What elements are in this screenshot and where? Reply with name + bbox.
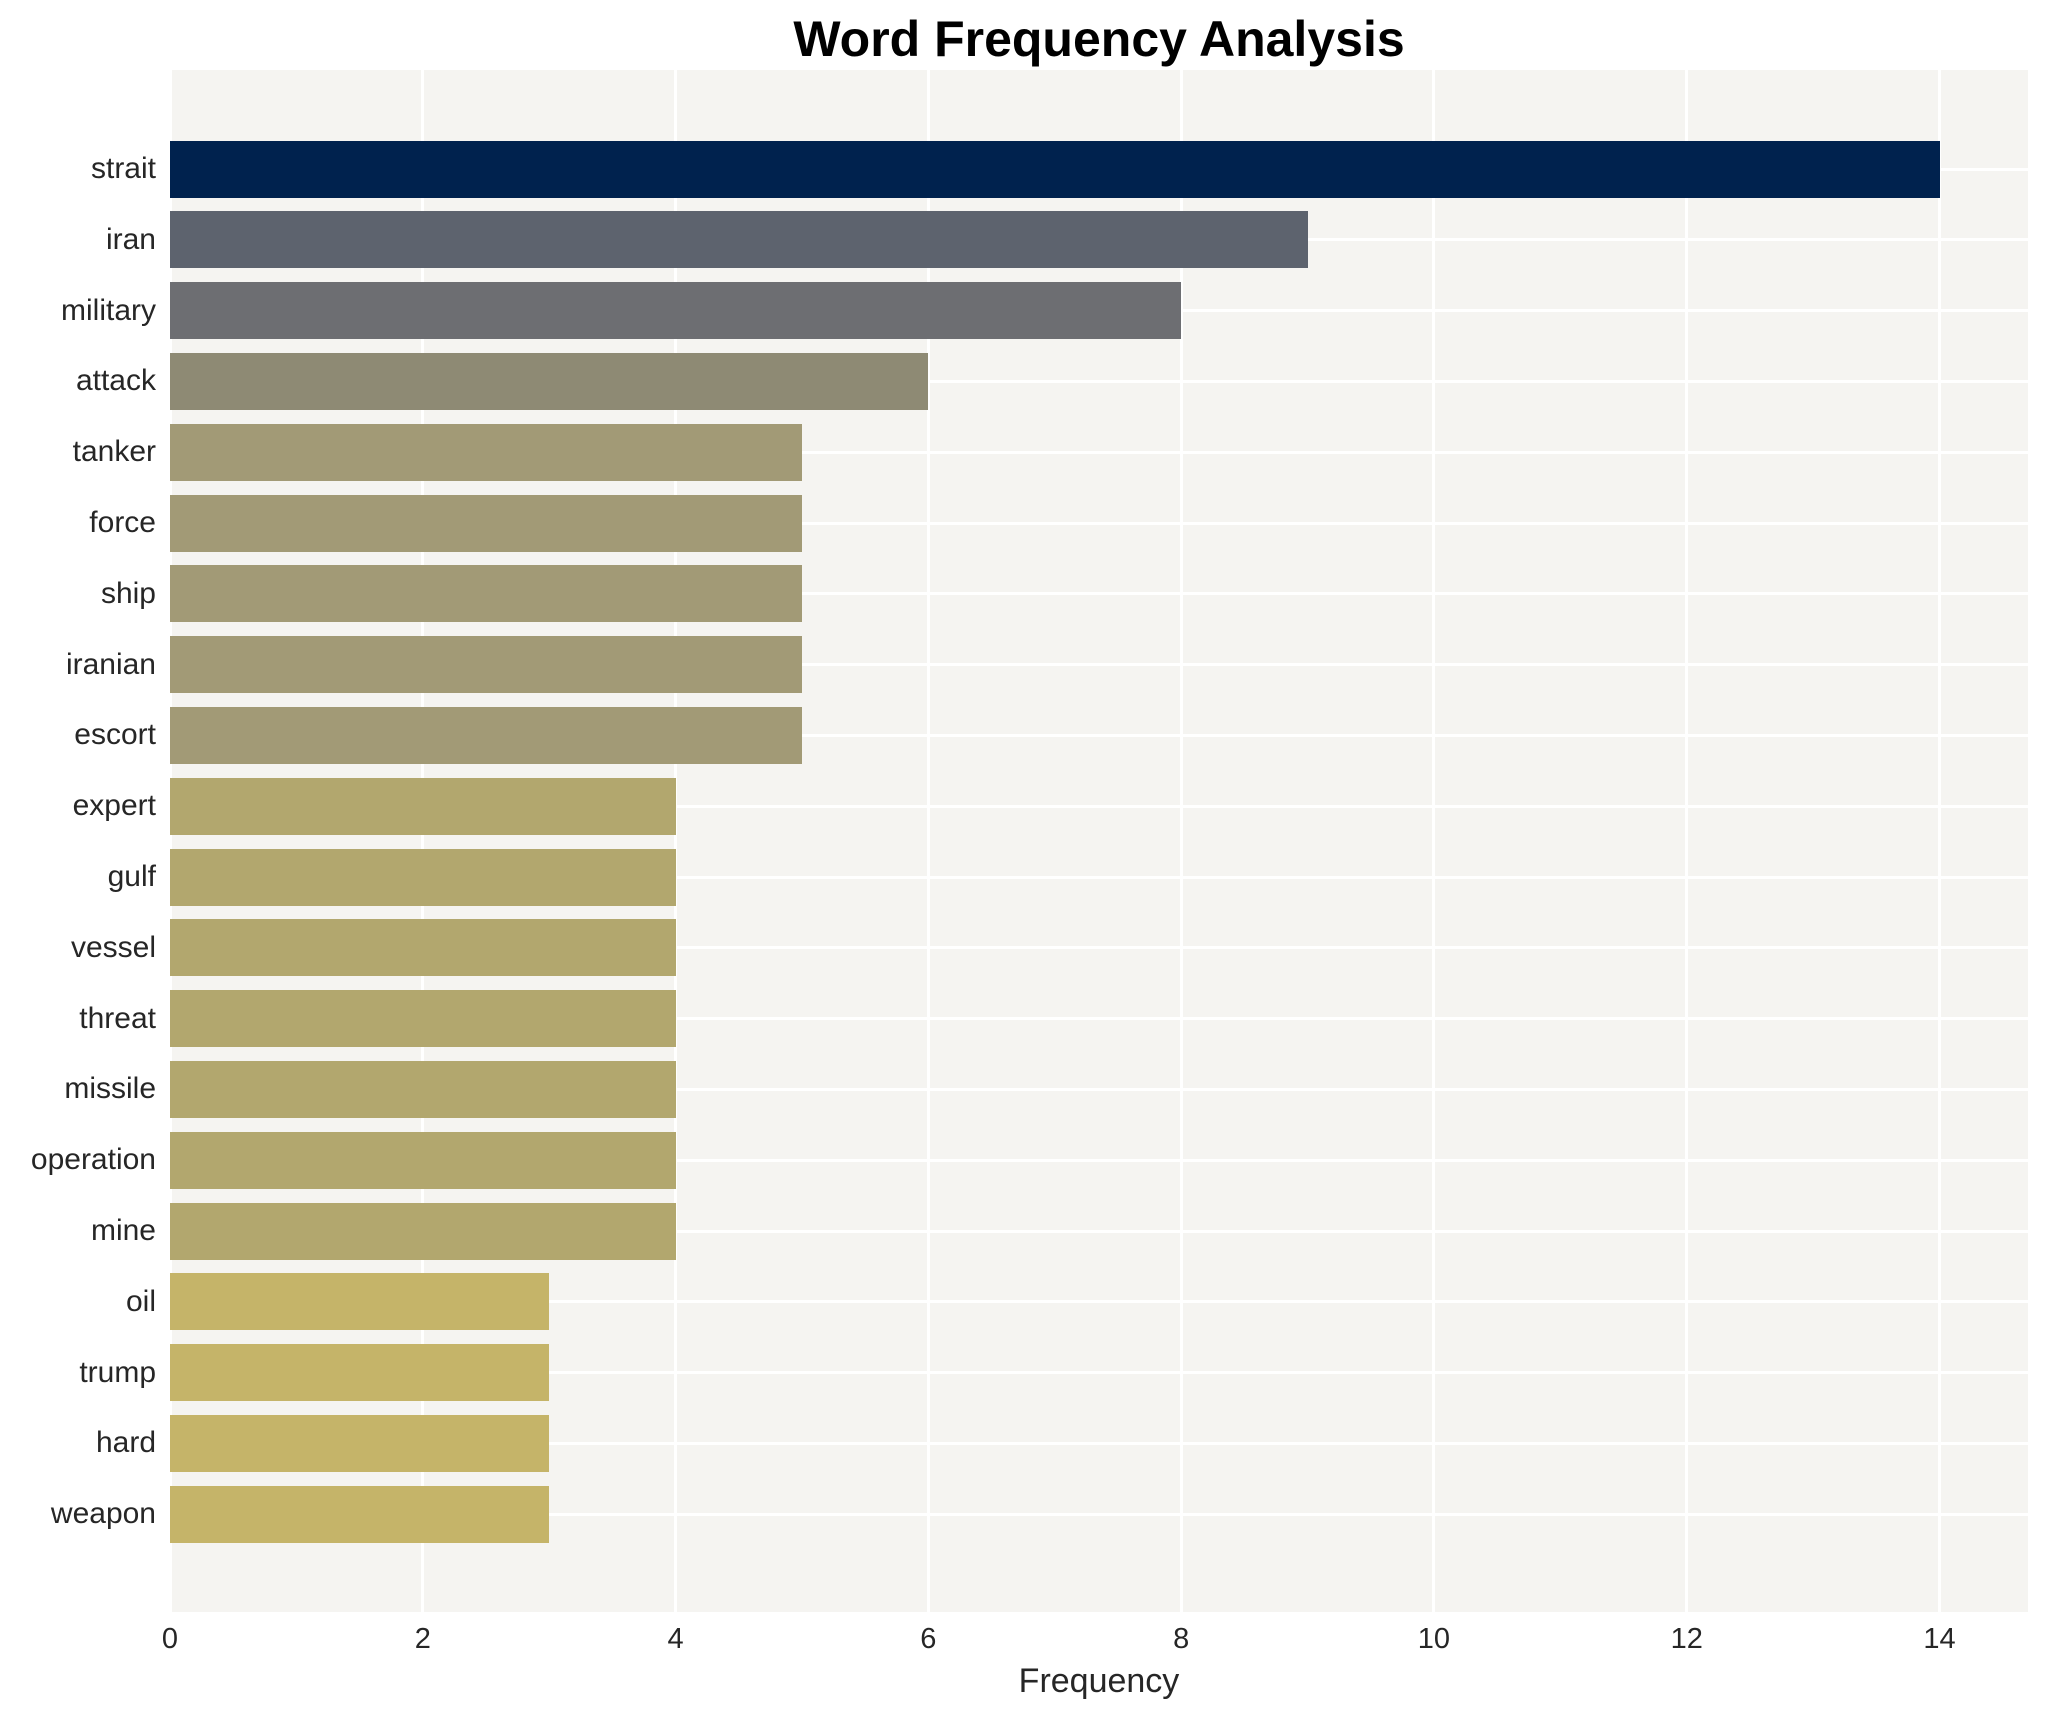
y-gridline: [170, 875, 2028, 879]
bar-attack: [170, 352, 929, 410]
chart-title: Word Frequency Analysis: [793, 11, 1405, 67]
bar-hard: [170, 1414, 550, 1472]
y-gridline: [170, 663, 2028, 667]
y-tick-label-ship: ship: [100, 576, 156, 610]
y-tick-label-escort: escort: [74, 718, 156, 752]
x-tick-label: 4: [667, 1623, 684, 1655]
x-tick-label: 8: [1173, 1623, 1190, 1655]
bar-missile: [170, 1060, 676, 1118]
y-tick-label-trump: trump: [79, 1355, 156, 1389]
x-gridline: [674, 70, 678, 1612]
y-gridline: [170, 379, 2028, 383]
y-tick-label-force: force: [89, 506, 156, 539]
x-tick-label: 0: [161, 1623, 179, 1655]
x-gridline: [926, 70, 930, 1612]
y-gridline: [170, 804, 2028, 808]
y-gridline: [170, 521, 2028, 525]
y-gridline: [170, 946, 2028, 950]
y-tick-label-weapon: weapon: [50, 1497, 156, 1531]
x-tick-label: 12: [1670, 1623, 1703, 1655]
y-gridline: [170, 1158, 2028, 1162]
bar-vessel: [170, 919, 676, 977]
bar-iranian: [170, 636, 802, 694]
bar-iran: [170, 211, 1308, 269]
y-tick-label-mine: mine: [90, 1214, 156, 1247]
bar-operation: [170, 1131, 676, 1189]
y-tick-label-gulf: gulf: [107, 860, 156, 893]
y-gridline: [170, 1371, 2028, 1375]
bar-strait: [170, 140, 1940, 198]
x-tick-label: 14: [1923, 1623, 1956, 1655]
y-tick-label-operation: operation: [30, 1143, 156, 1177]
x-tick-label: 2: [414, 1623, 431, 1655]
bar-weapon: [170, 1485, 550, 1543]
x-tick-label: 10: [1417, 1623, 1451, 1655]
bar-trump: [170, 1344, 550, 1402]
bar-oil: [170, 1273, 550, 1331]
y-gridline: [170, 1300, 2028, 1304]
y-tick-label-expert: expert: [72, 789, 156, 823]
x-tick-label: 6: [920, 1623, 937, 1655]
y-tick-label-attack: attack: [75, 364, 156, 398]
x-gridline: [1179, 70, 1183, 1612]
y-gridline: [170, 592, 2028, 596]
y-gridline: [170, 733, 2028, 737]
x-gridline: [1685, 70, 1689, 1612]
y-tick-label-military: military: [61, 293, 156, 327]
y-tick-label-threat: threat: [79, 1001, 156, 1035]
bar-force: [170, 494, 802, 552]
y-tick-label-oil: oil: [125, 1284, 156, 1318]
y-gridline: [170, 450, 2028, 454]
y-gridline: [170, 1087, 2028, 1091]
y-gridline: [170, 1441, 2028, 1445]
y-tick-label-iran: iran: [105, 222, 156, 256]
bar-mine: [170, 1202, 676, 1260]
y-gridline: [170, 1017, 2028, 1021]
y-tick-label-hard: hard: [95, 1426, 156, 1460]
bar-escort: [170, 706, 802, 764]
y-gridline: [170, 1229, 2028, 1233]
bar-tanker: [170, 423, 802, 481]
x-gridline: [168, 70, 172, 1612]
bar-threat: [170, 990, 676, 1048]
bar-expert: [170, 777, 676, 835]
x-gridline: [1938, 70, 1942, 1612]
y-tick-label-vessel: vessel: [70, 930, 156, 964]
bar-military: [170, 282, 1182, 340]
y-tick-label-strait: strait: [90, 152, 156, 185]
y-tick-label-iranian: iranian: [65, 647, 156, 681]
bar-ship: [170, 565, 802, 623]
x-gridline: [421, 70, 425, 1612]
y-tick-label-missile: missile: [64, 1072, 156, 1106]
y-gridline: [170, 1512, 2028, 1516]
y-tick-label-tanker: tanker: [72, 435, 156, 469]
bar-gulf: [170, 848, 676, 906]
plot-area: [168, 70, 2028, 1612]
x-axis-label: Frequency: [1018, 1662, 1180, 1700]
x-gridline: [1432, 70, 1436, 1612]
